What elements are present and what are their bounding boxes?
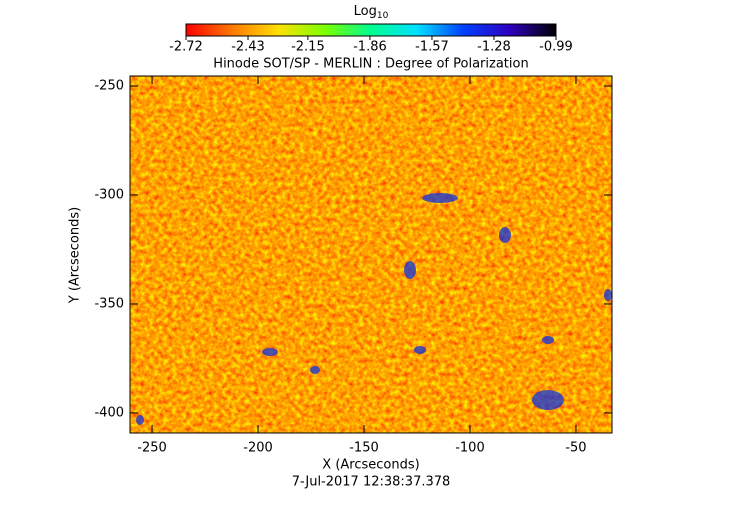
plot-frame [129, 75, 613, 434]
colorbar-tick-label: -1.28 [477, 40, 511, 55]
y-tick-label: -400 [94, 405, 124, 420]
colorbar [185, 23, 557, 37]
colorbar-title: Log10 [354, 4, 389, 21]
x-tick-label: -50 [565, 441, 586, 456]
active-patches [136, 193, 612, 425]
y-tick-label: -350 [94, 296, 124, 311]
y-tick-label: -300 [94, 188, 124, 203]
x-tick-label: -250 [137, 441, 167, 456]
chart-title: Hinode SOT/SP - MERLIN : Degree of Polar… [213, 57, 528, 72]
x-tick-label: -150 [349, 441, 379, 456]
x-axis-label: X (Arcseconds) [322, 458, 419, 473]
colorbar-tick-label: -2.15 [291, 40, 325, 55]
x-tick-label: -200 [243, 441, 273, 456]
polarization-map [130, 76, 612, 433]
colorbar-tick-label: -2.43 [231, 40, 265, 55]
timestamp: 7-Jul-2017 12:38:37.378 [292, 475, 451, 490]
colorbar-tick-label: -0.99 [539, 40, 573, 55]
y-tick-label: -250 [94, 79, 124, 94]
y-axis-label: Y (Arcseconds) [68, 207, 83, 304]
colorbar-tick-label: -2.72 [169, 40, 203, 55]
x-tick-label: -100 [455, 441, 485, 456]
colorbar-tick-label: -1.86 [353, 40, 387, 55]
colorbar-tick-label: -1.57 [415, 40, 449, 55]
